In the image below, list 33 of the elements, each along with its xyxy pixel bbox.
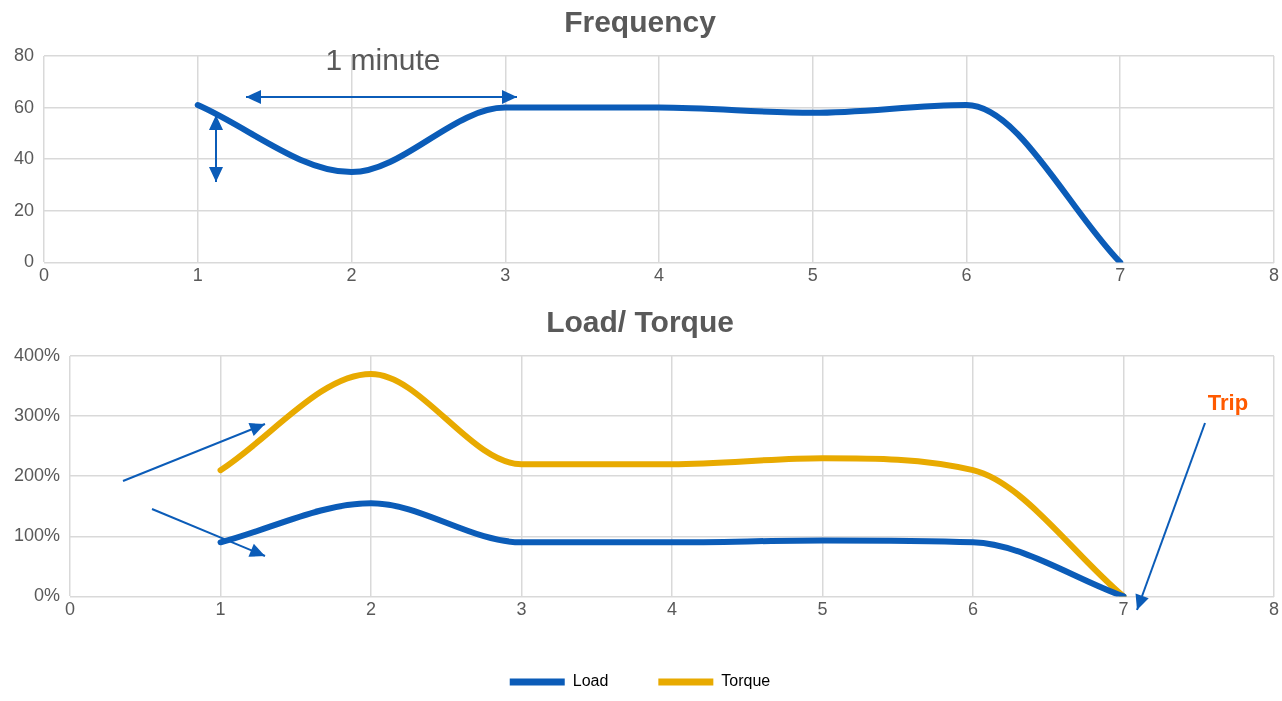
chart-title: Frequency — [564, 5, 717, 39]
x-tick-label: 5 — [807, 265, 818, 286]
x-tick-label: 3 — [516, 599, 527, 620]
y-tick-label: 0 — [24, 251, 35, 272]
x-tick-label: 2 — [366, 599, 377, 620]
x-tick-label: 4 — [654, 265, 665, 286]
x-tick-label: 7 — [1115, 265, 1126, 286]
x-tick-label: 6 — [961, 265, 972, 286]
chart-title: Load/ Torque — [546, 305, 734, 339]
x-tick-label: 0 — [65, 599, 76, 620]
annotation: 1 minute — [325, 43, 441, 77]
x-tick-label: 2 — [346, 265, 357, 286]
y-tick-label: 40 — [13, 148, 35, 169]
y-tick-label: 0% — [34, 585, 61, 606]
x-tick-label: 8 — [1268, 599, 1279, 620]
x-tick-label: 6 — [968, 599, 979, 620]
y-tick-label: 80 — [13, 44, 35, 65]
y-tick-label: 200% — [13, 465, 61, 486]
x-tick-label: 7 — [1118, 599, 1129, 620]
y-tick-label: 60 — [13, 96, 35, 117]
x-tick-label: 1 — [215, 599, 226, 620]
y-tick-label: 300% — [13, 405, 61, 426]
x-tick-label: 5 — [817, 599, 828, 620]
y-tick-label: 20 — [13, 199, 35, 220]
x-tick-label: 3 — [500, 265, 511, 286]
annotation: Trip — [1207, 390, 1249, 416]
x-tick-label: 8 — [1268, 265, 1279, 286]
x-tick-label: 4 — [667, 599, 678, 620]
legend-label: Load — [572, 672, 609, 690]
x-tick-label: 1 — [192, 265, 203, 286]
y-tick-label: 400% — [13, 344, 61, 365]
legend-label: Torque — [721, 672, 771, 690]
y-tick-label: 100% — [13, 525, 61, 546]
